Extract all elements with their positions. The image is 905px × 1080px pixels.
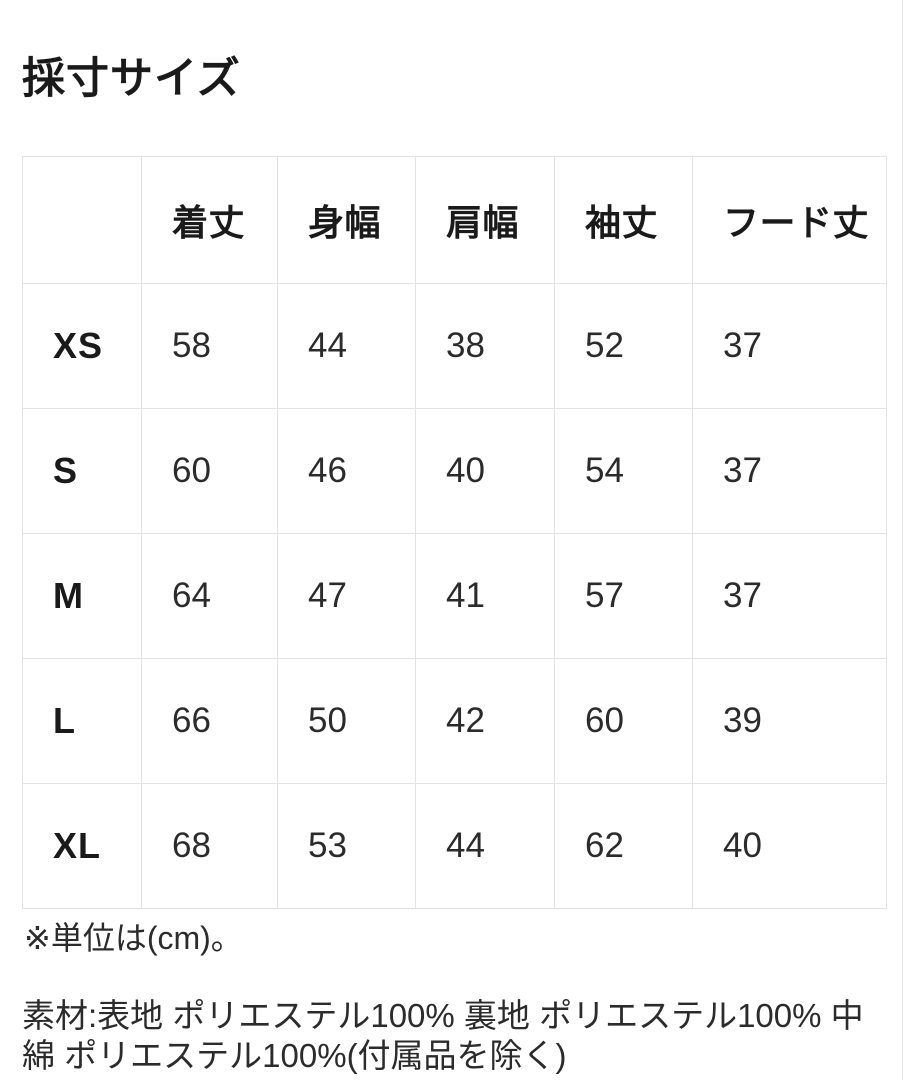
measure-value-cell: 41 — [415, 533, 555, 659]
measure-value-cell: 64 — [141, 533, 278, 659]
size-table-row: XL 68 53 44 62 40 — [22, 783, 887, 909]
measure-value-cell: 66 — [141, 658, 278, 784]
measure-value-cell: 44 — [415, 783, 555, 909]
unit-note: ※単位は(cm)。 — [24, 920, 243, 956]
page-title: 採寸サイズ — [22, 55, 241, 103]
measure-value-cell: 54 — [554, 408, 693, 534]
measure-value-cell: 38 — [415, 283, 555, 409]
size-table-row: S 60 46 40 54 37 — [22, 408, 887, 534]
measure-value-cell: 53 — [277, 783, 416, 909]
measure-value-cell: 46 — [277, 408, 416, 534]
size-label-cell: XL — [22, 783, 142, 909]
measure-value-cell: 37 — [692, 283, 887, 409]
measure-value-cell: 37 — [692, 408, 887, 534]
measure-value-cell: 58 — [141, 283, 278, 409]
measure-value-cell: 40 — [692, 783, 887, 909]
size-label-cell: S — [22, 408, 142, 534]
size-table-column-header: 肩幅 — [415, 156, 555, 284]
size-table-body: XS 58 44 38 52 37 S 60 46 40 54 37 M 64 47 41 57 37 L 66 50 4… — [22, 283, 887, 909]
measure-value-cell: 39 — [692, 658, 887, 784]
measure-value-cell: 60 — [554, 658, 693, 784]
size-table-header-row: 着丈 身幅 肩幅 袖丈 フード丈 — [22, 156, 887, 284]
size-table-row: M 64 47 41 57 37 — [22, 533, 887, 659]
measure-value-cell: 57 — [554, 533, 693, 659]
size-table-row: XS 58 44 38 52 37 — [22, 283, 887, 409]
measure-value-cell: 40 — [415, 408, 555, 534]
measure-value-cell: 50 — [277, 658, 416, 784]
size-table-column-header: 袖丈 — [554, 156, 693, 284]
size-table-column-header: 着丈 — [141, 156, 278, 284]
measure-value-cell: 52 — [554, 283, 693, 409]
size-table: 着丈 身幅 肩幅 袖丈 フード丈 XS 58 44 38 52 37 S 60 46 40 54 37 M 64 4… — [22, 156, 887, 909]
size-label-cell: M — [22, 533, 142, 659]
size-table-row: L 66 50 42 60 39 — [22, 658, 887, 784]
size-label-cell: XS — [22, 283, 142, 409]
size-table-corner-cell — [22, 156, 142, 284]
material-note: 素材:表地 ポリエステル100% 裏地 ポリエステル100% 中綿 ポリエステル… — [22, 997, 864, 1074]
size-table-column-header: フード丈 — [692, 156, 887, 284]
size-label-cell: L — [22, 658, 142, 784]
measure-value-cell: 37 — [692, 533, 887, 659]
measure-value-cell: 44 — [277, 283, 416, 409]
measure-value-cell: 68 — [141, 783, 278, 909]
measure-value-cell: 60 — [141, 408, 278, 534]
measure-value-cell: 62 — [554, 783, 693, 909]
measure-value-cell: 47 — [277, 533, 416, 659]
size-table-column-header: 身幅 — [277, 156, 416, 284]
measure-value-cell: 42 — [415, 658, 555, 784]
page-edge-line — [902, 0, 903, 1080]
